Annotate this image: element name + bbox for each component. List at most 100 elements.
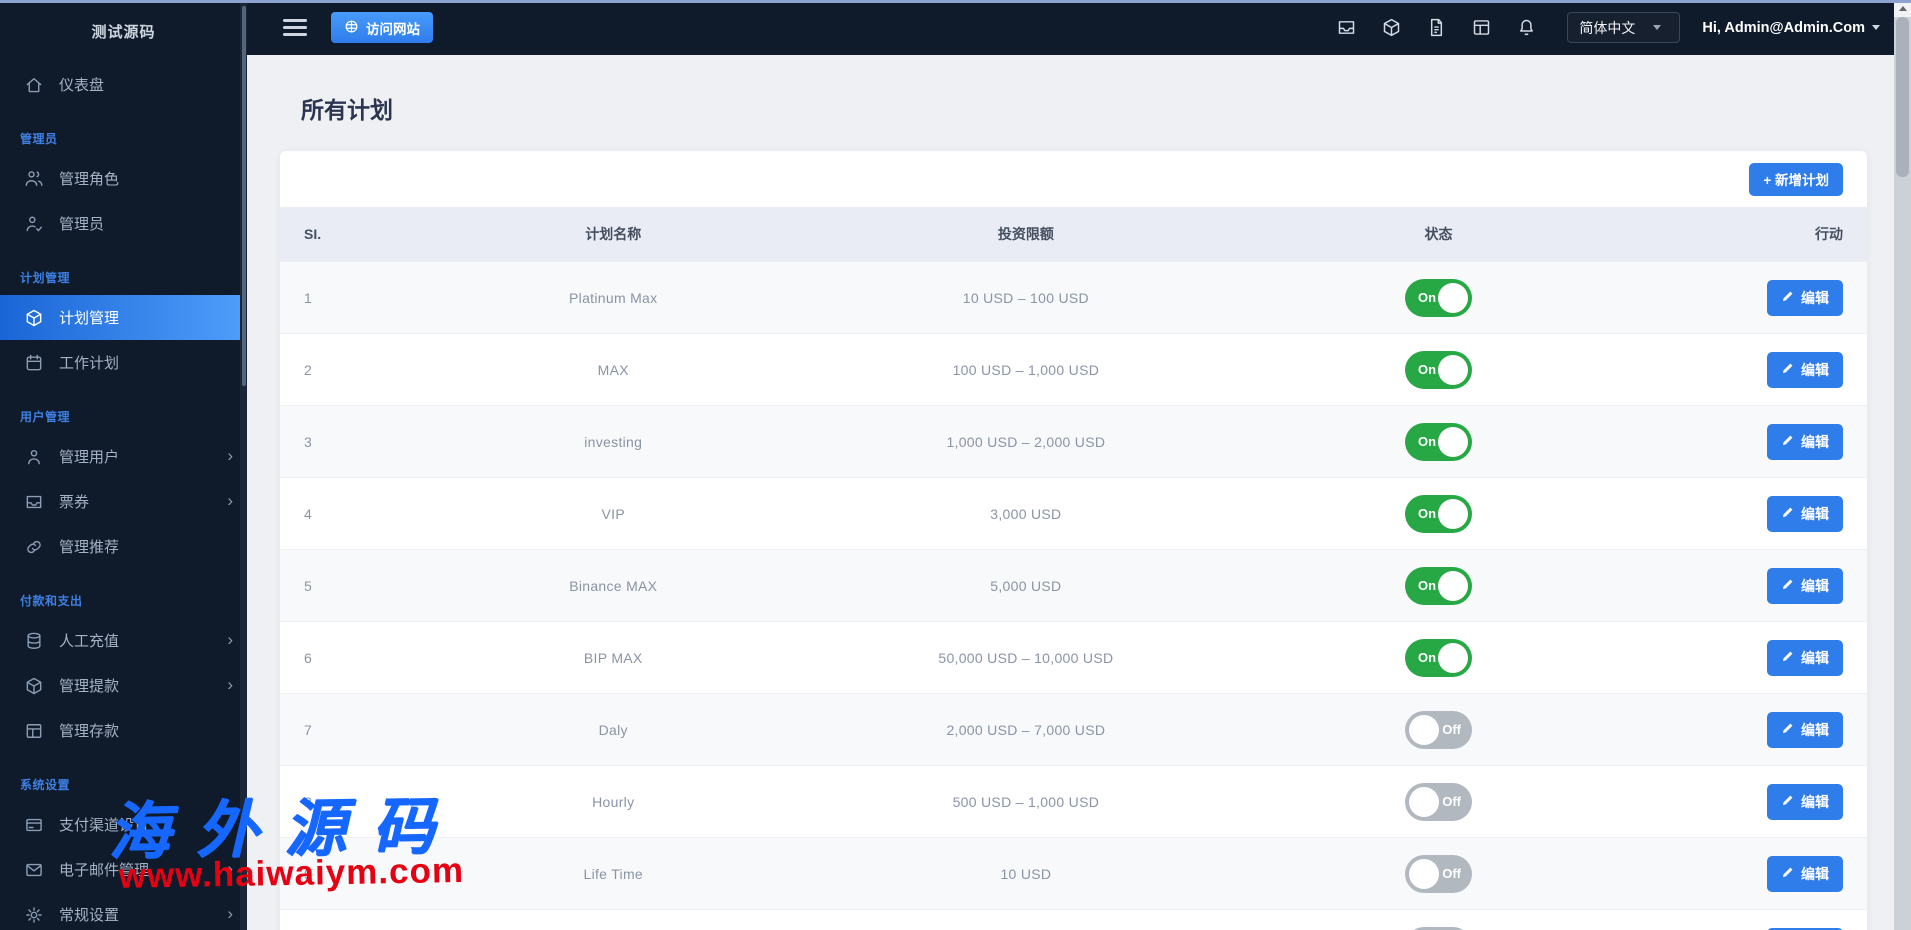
status-toggle[interactable]: On — [1404, 422, 1472, 461]
edit-button-label: 编辑 — [1801, 649, 1829, 666]
toggle-label: On — [1417, 361, 1437, 377]
cell-invest-limit: 10 USD — [1000, 865, 1052, 882]
cube-icon[interactable] — [1381, 17, 1402, 38]
column-header: 行动 — [1815, 226, 1843, 242]
sidebar-item-label: 管理用户 — [59, 449, 120, 466]
page-scrollbar-thumb[interactable] — [1896, 17, 1909, 177]
edit-button[interactable]: 编辑 — [1767, 495, 1843, 532]
plans-table: SI. 计划名称 投资限额 状态 行动 1 Platinum Max 10 USD – 10… — [280, 207, 1867, 930]
edit-button[interactable]: 编辑 — [1767, 711, 1843, 748]
edit-button[interactable]: 编辑 — [1767, 927, 1843, 930]
cell-invest-limit — [788, 910, 1264, 930]
pencil-icon — [1781, 722, 1794, 738]
status-toggle[interactable]: On — [1404, 494, 1472, 533]
sidebar-item-inbox[interactable]: 票券 › — [0, 479, 247, 524]
scroll-up-icon[interactable] — [1894, 0, 1911, 17]
status-toggle[interactable]: On — [1404, 350, 1472, 389]
brand-title[interactable]: 测试源码 — [91, 23, 156, 41]
sidebar-item-label: 管理推荐 — [59, 539, 120, 556]
language-selector[interactable]: 简体中文 — [1567, 12, 1681, 43]
sidebar-scrollbar-thumb[interactable] — [241, 6, 246, 386]
sidebar-item-link[interactable]: 管理推荐 — [0, 524, 247, 569]
edit-button[interactable]: 编辑 — [1767, 567, 1843, 604]
chevron-right-icon: › — [227, 674, 233, 694]
pencil-icon — [1781, 866, 1794, 882]
status-toggle[interactable]: On — [1404, 638, 1472, 677]
chevron-right-icon: › — [227, 445, 233, 465]
column-header: 计划名称 — [585, 226, 642, 242]
toggle-knob — [1437, 570, 1468, 601]
sidebar-item-cube[interactable]: 计划管理 — [0, 295, 247, 340]
sidebar-item-label: 票券 — [59, 494, 90, 511]
table-icon[interactable] — [1471, 17, 1492, 38]
bell-icon[interactable] — [1516, 17, 1537, 38]
sidebar-section-label: 付款和支出 — [20, 594, 83, 608]
sidebar-item-label: 管理角色 — [59, 171, 120, 188]
status-toggle[interactable]: Off — [1404, 782, 1472, 821]
status-toggle[interactable]: Off — [1404, 710, 1472, 749]
sidebar-section-label: 用户管理 — [20, 410, 71, 424]
cell-serial: 1 — [304, 289, 312, 306]
chevron-right-icon: › — [227, 813, 233, 833]
edit-button-label: 编辑 — [1801, 361, 1829, 378]
edit-button[interactable]: 编辑 — [1767, 639, 1843, 676]
edit-button[interactable]: 编辑 — [1767, 855, 1843, 892]
user-menu[interactable]: Hi, Admin@Admin.Com — [1702, 20, 1880, 36]
status-toggle[interactable]: Off — [1404, 926, 1472, 930]
inbox-icon[interactable] — [1336, 17, 1357, 38]
table-row: 8 Hourly 500 USD – 1,000 USD Off 编辑 — [280, 765, 1867, 838]
status-toggle[interactable]: Off — [1404, 854, 1472, 893]
cell-serial: 9 — [304, 865, 312, 882]
pencil-icon — [1781, 578, 1794, 594]
cell-invest-limit: 50,000 USD – 10,000 USD — [938, 649, 1114, 666]
toggle-label: On — [1417, 289, 1437, 305]
sidebar-item-home[interactable]: 仪表盘 — [0, 62, 247, 107]
cell-serial: 7 — [304, 721, 312, 738]
sidebar-item-table[interactable]: 管理存款 — [0, 708, 247, 753]
file-text-icon[interactable] — [1426, 17, 1447, 38]
edit-button[interactable]: 编辑 — [1767, 279, 1843, 316]
table-row: 2 MAX 100 USD – 1,000 USD On 编辑 — [280, 333, 1867, 406]
visit-site-button[interactable]: 访问网站 — [331, 12, 433, 43]
toggle-knob — [1408, 714, 1439, 745]
sidebar-item-envelope[interactable]: 电子邮件管理 › — [0, 847, 247, 892]
cube-icon — [24, 676, 44, 696]
sidebar-section-label: 管理员 — [20, 132, 58, 146]
cube-icon — [24, 308, 44, 328]
plans-card: + 新增计划 SI. 计划名称 投资限额 状态 行动 1 Platinum Max 10 U… — [280, 151, 1867, 930]
sidebar-section-label: 计划管理 — [20, 271, 71, 285]
sidebar-item-gear[interactable]: 常规设置 › — [0, 892, 247, 930]
status-toggle[interactable]: On — [1404, 566, 1472, 605]
sidebar-item-person-check[interactable]: 管理员 — [0, 201, 247, 246]
cell-plan-name: Life Time — [583, 865, 643, 882]
home-icon — [24, 75, 44, 95]
sidebar-section-label: 系统设置 — [20, 778, 71, 792]
table-header-row: SI. 计划名称 投资限额 状态 行动 — [280, 207, 1867, 262]
toggle-label: On — [1417, 577, 1437, 593]
sidebar-item-cube[interactable]: 管理提款 › — [0, 663, 247, 708]
sidebar-item-credit-card[interactable]: 支付渠道设置 › — [0, 802, 247, 847]
edit-button-label: 编辑 — [1801, 721, 1829, 738]
cell-plan-name: BIP MAX — [583, 649, 643, 666]
cell-plan-name — [439, 910, 788, 930]
sidebar: 测试源码 仪表盘 管理员 管理角色 管理员 计划管理 计划管理 工作计划 用户管理 管理用户 › 票… — [0, 0, 247, 930]
edit-button[interactable]: 编辑 — [1767, 351, 1843, 388]
add-plan-button[interactable]: + 新增计划 — [1749, 162, 1843, 196]
toggle-knob — [1408, 786, 1439, 817]
edit-button[interactable]: 编辑 — [1767, 783, 1843, 820]
edit-button[interactable]: 编辑 — [1767, 423, 1843, 460]
toggle-label: On — [1417, 433, 1437, 449]
sidebar-item-database[interactable]: 人工充值 › — [0, 618, 247, 663]
cell-serial: 6 — [304, 649, 312, 666]
sidebar-item-person[interactable]: 管理用户 › — [0, 434, 247, 479]
pencil-icon — [1781, 290, 1794, 306]
sidebar-scrollbar[interactable] — [240, 0, 247, 930]
envelope-icon — [24, 860, 44, 880]
menu-toggle-icon[interactable] — [283, 14, 307, 40]
sidebar-item-calendar[interactable]: 工作计划 — [0, 340, 247, 385]
edit-button-label: 编辑 — [1801, 433, 1829, 450]
status-toggle[interactable]: On — [1404, 278, 1472, 317]
sidebar-item-users[interactable]: 管理角色 — [0, 156, 247, 201]
cell-serial: 8 — [304, 793, 312, 810]
page-scrollbar[interactable] — [1894, 0, 1911, 930]
